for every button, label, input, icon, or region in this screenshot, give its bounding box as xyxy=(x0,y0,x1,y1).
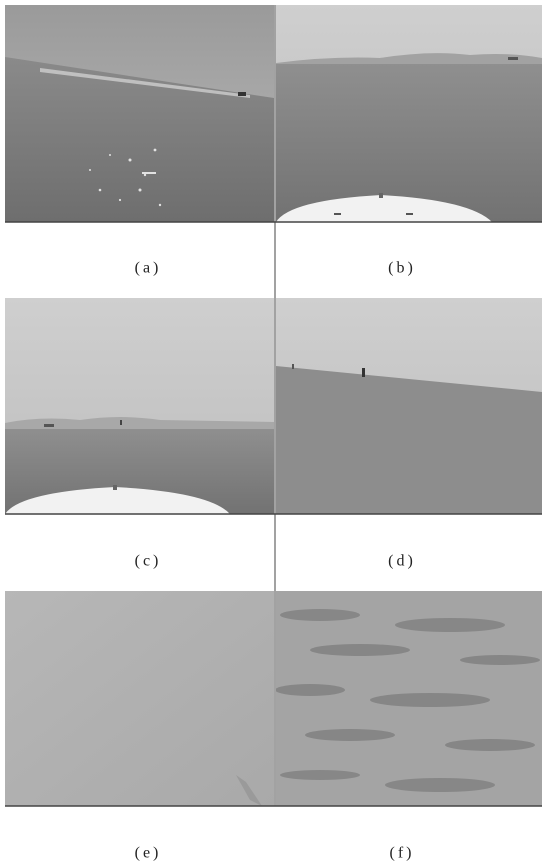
photo xyxy=(5,298,274,514)
figure: (a) (b) (c) (d) (e) (f) xyxy=(0,0,542,868)
caption: (a) xyxy=(135,260,162,277)
photo xyxy=(276,298,542,514)
photo xyxy=(5,591,274,806)
caption: (b) xyxy=(388,260,416,277)
caption: (c) xyxy=(135,553,162,570)
photo xyxy=(276,5,542,222)
page: (a) (b) (c) (d) (e) (f) (() => { const d… xyxy=(0,0,542,868)
caption: (d) xyxy=(388,553,416,570)
caption: (f) xyxy=(390,845,415,862)
photo xyxy=(275,591,542,806)
photo xyxy=(5,5,274,222)
caption: (e) xyxy=(135,845,162,862)
